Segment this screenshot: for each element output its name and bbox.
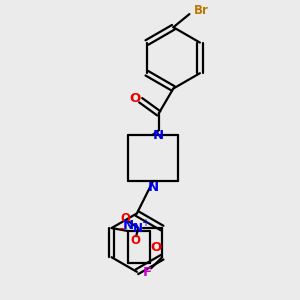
- Text: F: F: [143, 266, 152, 279]
- Text: N: N: [147, 181, 158, 194]
- Text: Br: Br: [194, 4, 209, 17]
- Text: N: N: [123, 219, 134, 232]
- Text: +: +: [141, 218, 148, 228]
- Text: -: -: [118, 220, 124, 236]
- Text: O: O: [120, 212, 130, 225]
- Text: O: O: [130, 234, 140, 247]
- Text: N: N: [153, 129, 164, 142]
- Text: N: N: [133, 221, 143, 235]
- Text: O: O: [150, 241, 162, 254]
- Text: O: O: [130, 92, 141, 105]
